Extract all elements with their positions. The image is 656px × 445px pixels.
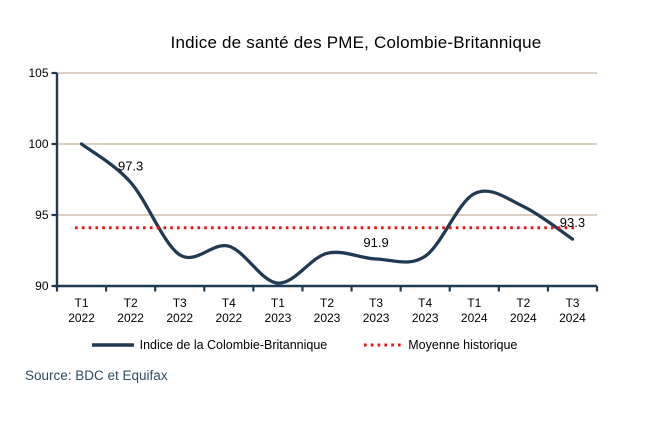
x-tick-label-quarter: T2 [320,296,334,310]
legend-dotted-line-swatch [364,343,403,347]
legend-label-average: Moyenne historique [408,338,518,352]
x-tick-label-year: 2022 [68,311,95,325]
chart-legend: Indice de la Colombie-Britannique Moyenn… [0,338,632,352]
x-tick-label-quarter: T2 [124,296,138,310]
y-tick-label: 90 [35,279,49,293]
x-tick-label-year: 2022 [117,311,144,325]
x-tick-label-quarter: T2 [516,296,530,310]
data-label: 91.9 [363,235,388,250]
legend-item-index: Indice de la Colombie-Britannique [91,338,328,352]
legend-label-index: Indice de la Colombie-Britannique [139,338,328,352]
legend-item-average: Moyenne historique [363,338,517,352]
x-tick-label-year: 2024 [461,311,488,325]
x-tick-label-year: 2023 [412,311,439,325]
x-tick-label-quarter: T1 [75,296,89,310]
x-tick-label-year: 2024 [510,311,537,325]
data-label: 97.3 [118,158,143,173]
x-tick-label-quarter: T3 [565,296,579,310]
x-tick-label-year: 2024 [559,311,586,325]
x-tick-label-year: 2023 [363,311,390,325]
x-tick-label-year: 2023 [314,311,341,325]
y-tick-label: 105 [28,66,48,80]
x-tick-label-quarter: T3 [369,296,383,310]
y-tick-label: 100 [28,137,48,151]
x-tick-label-quarter: T1 [467,296,481,310]
data-label: 93.3 [560,215,585,230]
x-tick-label-quarter: T3 [173,296,187,310]
x-tick-label-year: 2022 [215,311,242,325]
index-series-curve [79,142,575,285]
x-tick-label-quarter: T4 [418,296,432,310]
x-tick-label-year: 2022 [166,311,193,325]
source-note: Source: BDC et Equifax [25,368,168,383]
line-chart-plot: 9095100105T12022T22022T32022T42022T12023… [28,66,599,325]
y-tick-label: 95 [35,208,49,222]
x-tick-label-year: 2023 [265,311,292,325]
x-tick-label-quarter: T4 [222,296,236,310]
chart-title: Indice de santé des PME, Colombie-Britan… [170,33,542,52]
legend-solid-line-swatch [91,343,134,347]
x-tick-label-quarter: T1 [271,296,285,310]
